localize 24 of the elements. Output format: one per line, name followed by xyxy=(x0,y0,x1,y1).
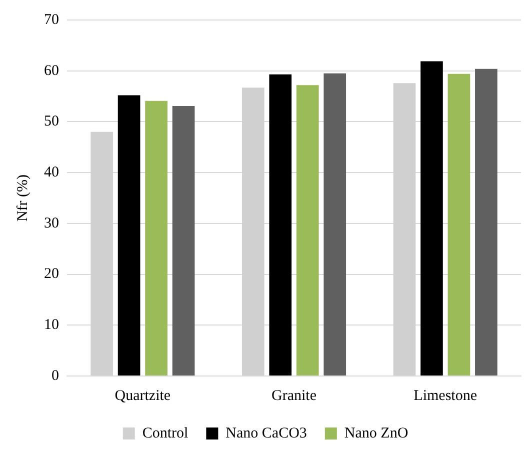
y-tick-label: 40 xyxy=(44,164,59,181)
bar xyxy=(324,73,346,376)
legend-label: Nano ZnO xyxy=(344,425,408,442)
legend-label: Nano CaCO3 xyxy=(226,425,307,442)
legend-label: Control xyxy=(142,425,188,442)
y-tick-label: 10 xyxy=(44,317,59,334)
x-tick-label: Quartzite xyxy=(114,388,171,404)
y-tick-label: 30 xyxy=(44,215,59,232)
y-tick-label: 20 xyxy=(44,266,59,282)
bar xyxy=(420,61,443,376)
y-tick-label: 50 xyxy=(44,114,59,130)
bar xyxy=(475,68,498,376)
x-tick-label: Granite xyxy=(272,388,317,404)
bar xyxy=(118,95,140,376)
x-tick-label: Limestone xyxy=(414,388,478,404)
bar xyxy=(269,74,292,376)
bar xyxy=(172,106,195,376)
y-axis-title: Nfr (%) xyxy=(14,174,31,222)
bar xyxy=(296,85,319,376)
bar xyxy=(145,100,168,376)
y-tick-label: 70 xyxy=(44,12,59,28)
y-tick-label: 0 xyxy=(52,368,59,384)
bar xyxy=(448,74,470,376)
y-tick-label: 60 xyxy=(44,62,59,79)
